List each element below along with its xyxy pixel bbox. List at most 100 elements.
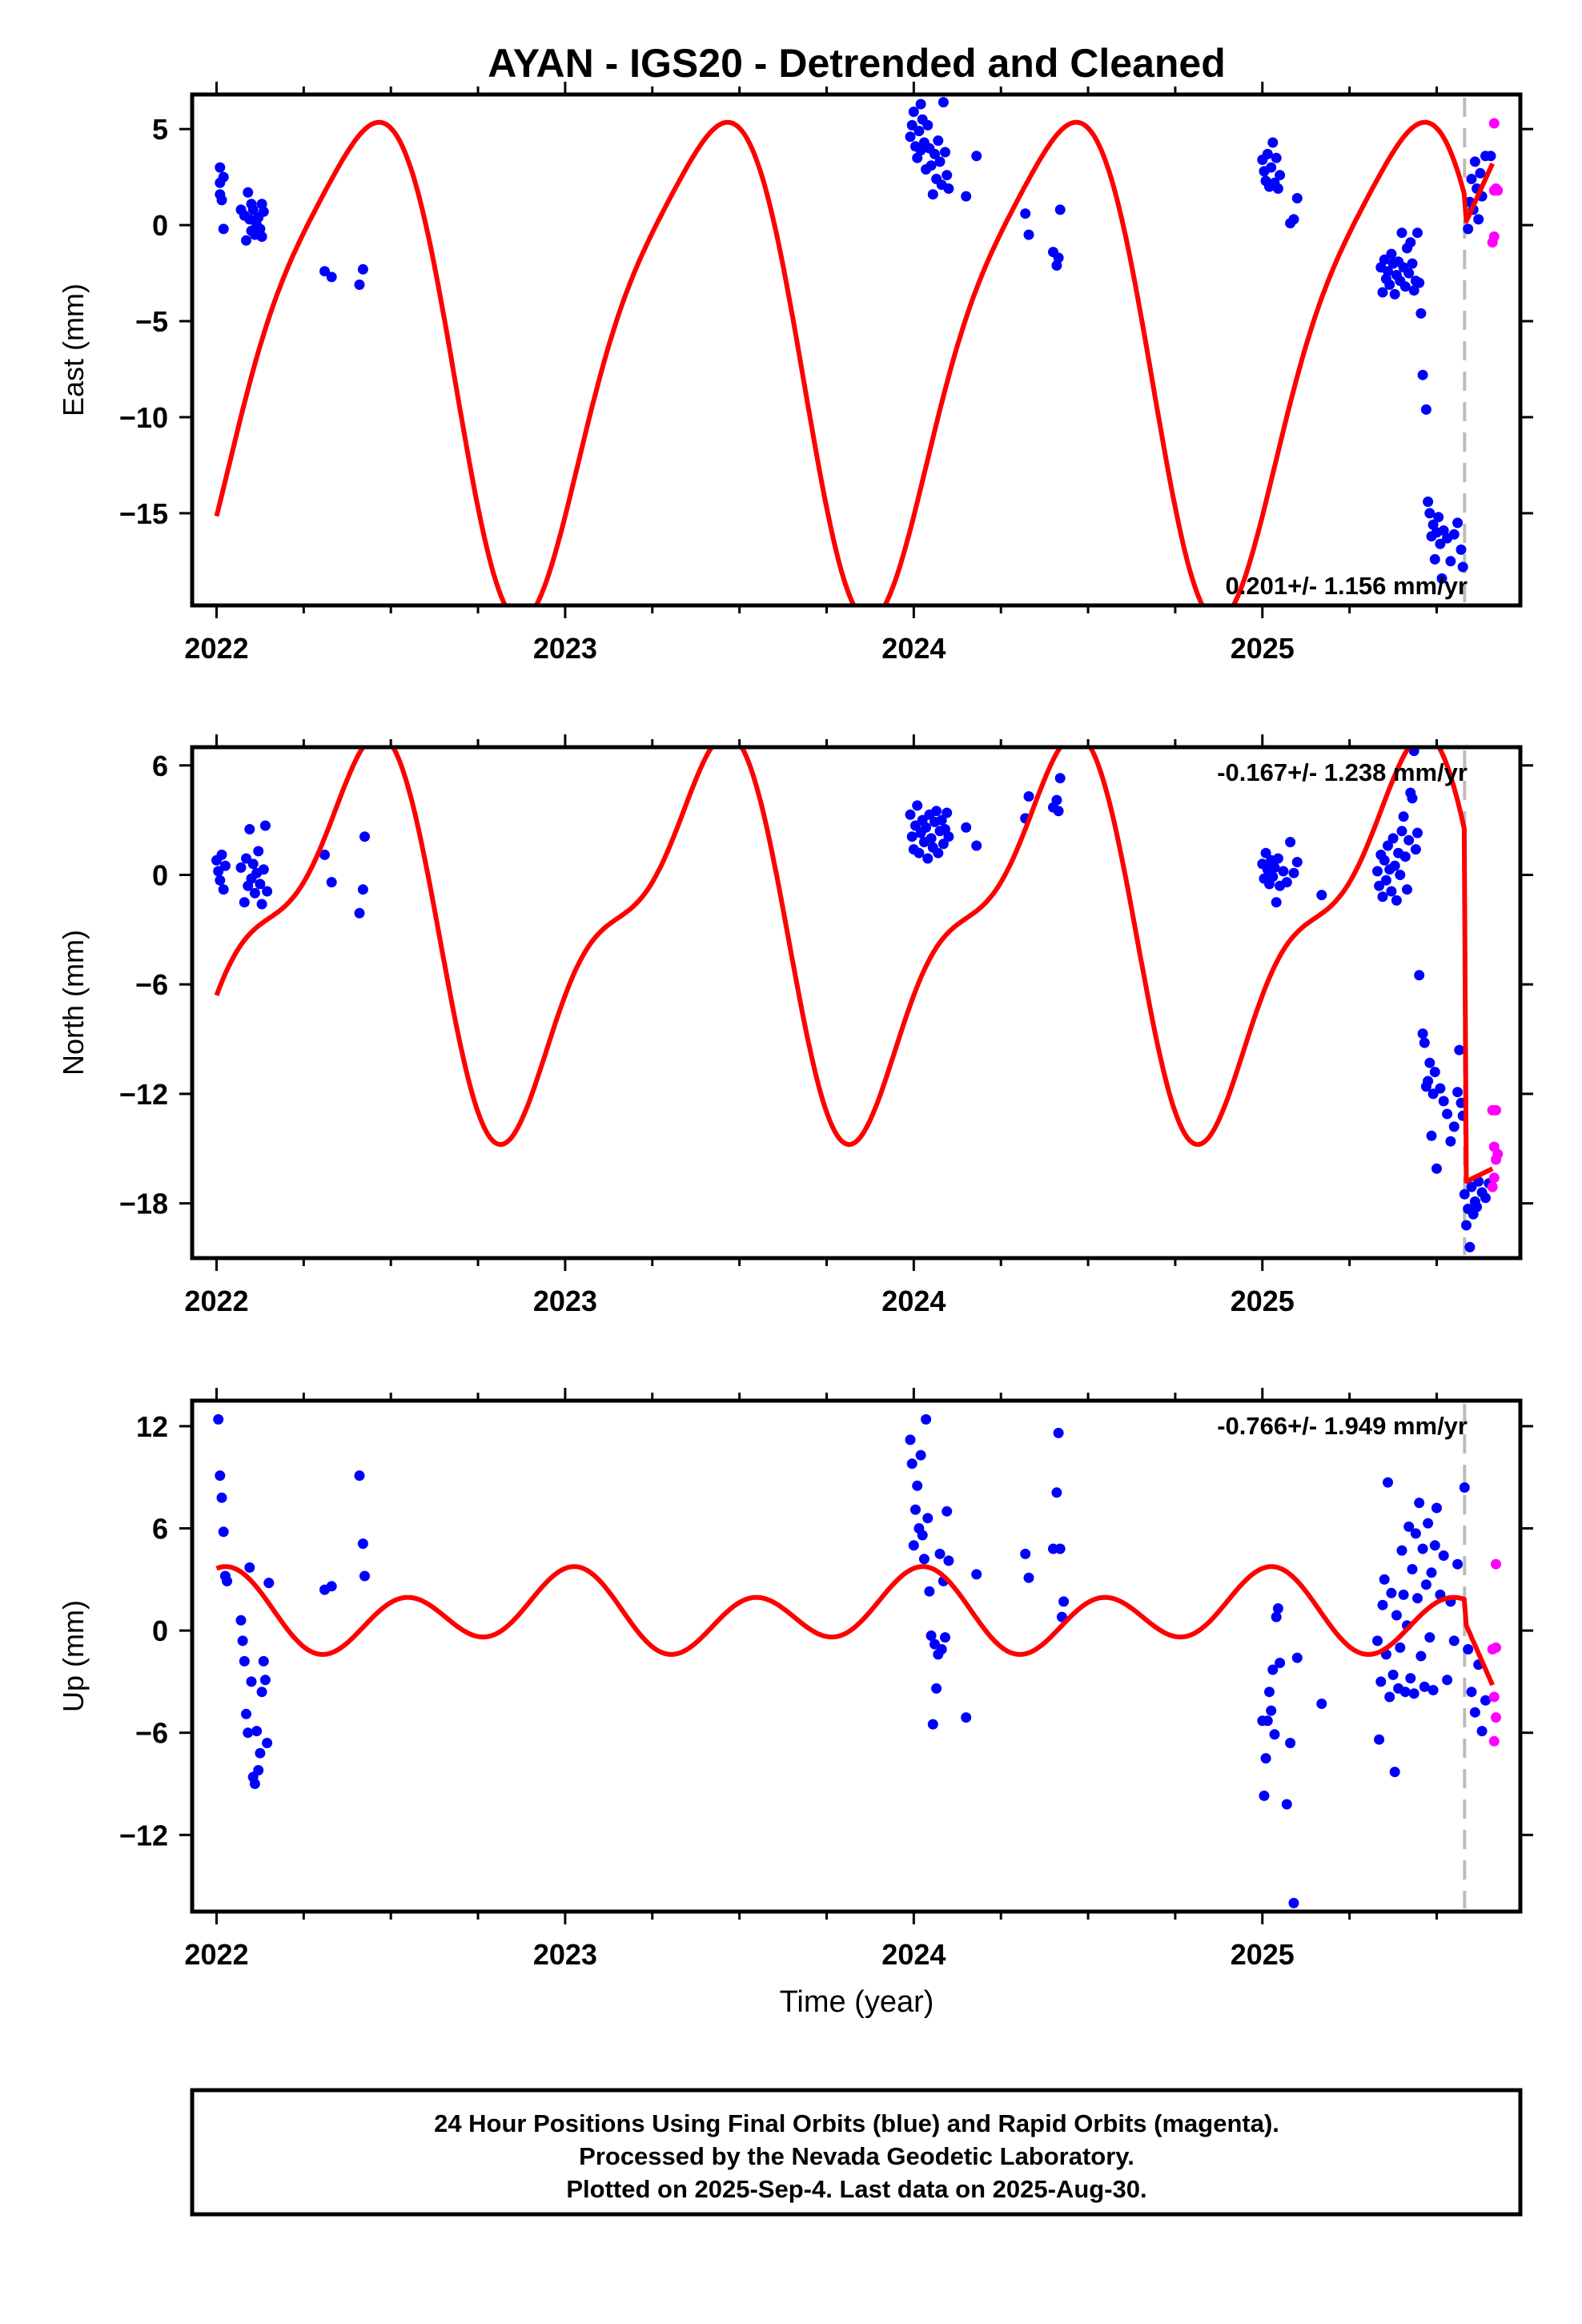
up-final-point [262,1738,273,1748]
up-final-point [1259,1790,1270,1801]
east-final-point [218,171,229,183]
up-final-point [1260,1753,1271,1764]
north-final-point [262,886,273,897]
up-final-point [918,1554,930,1565]
east-xtick-label: 2022 [184,632,248,665]
east-final-point [1403,267,1415,279]
north-final-point [1396,826,1407,837]
east-xtick-label: 2024 [881,632,946,665]
up-final-point [1396,1545,1407,1556]
up-final-point [936,1644,947,1655]
up-final-point [1262,1715,1273,1727]
up-ytick-label: 0 [152,1614,168,1647]
up-final-point [1291,1652,1303,1663]
north-final-point [922,853,934,864]
north-final-point [931,806,942,817]
north-final-point [1423,1076,1434,1087]
up-final-point [1389,1767,1400,1778]
up-final-point [215,1470,226,1482]
north-final-point [1435,1083,1446,1094]
east-final-point [1389,288,1400,300]
east-final-point [938,97,949,108]
north-final-point [1391,895,1402,906]
north-final-point [933,847,944,858]
east-final-point [922,119,934,131]
east-ytick-label: −5 [135,305,168,338]
east-final-point [357,263,368,275]
north-final-point [1054,773,1066,784]
up-panel: 12 6 0 −6 −12 2022 2023 2024 2025 Up (mm) -0.766+/… [57,1388,1533,1971]
up-ytick-label: 12 [136,1410,168,1443]
east-final-point [908,107,919,118]
north-final-point [247,858,259,870]
up-final-point [1427,1685,1439,1695]
north-panel: 6 0 −6 −12 −18 2022 2023 2024 2025 North (mm) -0.1… [57,734,1533,1317]
east-ytick-label: −10 [119,401,168,434]
north-final-point [971,840,982,851]
east-xtick-label: 2025 [1231,632,1295,665]
east-final-point [1386,248,1397,259]
north-final-point [213,866,224,877]
up-rate-label: -0.766+/- 1.949 mm/yr [1217,1412,1468,1440]
up-final-point [1405,1673,1416,1684]
up-final-point [1267,1664,1279,1675]
north-xtick-label: 2025 [1231,1285,1295,1317]
north-final-point [1383,840,1393,851]
north-final-point [1410,844,1421,855]
up-final-point [1438,1550,1449,1561]
east-final-point [1383,266,1393,277]
up-final-point [1054,1543,1066,1554]
up-final-point [213,1413,224,1425]
east-final-point [942,170,953,181]
east-final-point [1423,497,1434,507]
caption-line-1: 24 Hour Positions Using Final Orbits (bl… [434,2109,1279,2137]
up-final-point [249,1779,260,1789]
up-final-point [912,1480,923,1491]
east-final-point [1291,193,1303,203]
up-final-point [1429,1540,1440,1551]
up-final-point [1053,1427,1064,1438]
north-ytick-label: 6 [152,750,168,782]
east-final-point [1469,156,1480,167]
up-final-point [237,1635,248,1647]
east-final-point [1405,237,1416,248]
north-final-point [1288,867,1299,879]
north-final-point [1285,837,1296,847]
east-ytick-label: 5 [152,113,168,146]
up-final-point [359,1570,370,1582]
east-final-point [930,148,940,159]
up-final-point [1426,1567,1437,1578]
east-final-point [1415,308,1427,319]
east-final-point [913,126,925,137]
up-final-point [942,1506,953,1517]
east-final-point [1433,512,1444,523]
north-final-point [1408,747,1419,757]
east-final-point [1377,287,1388,298]
north-final-point [1379,854,1390,866]
north-final-point [910,820,921,831]
up-final-point [1466,1687,1477,1698]
up-final-point [222,1575,232,1586]
north-final-point [1452,1087,1464,1098]
up-final-point [246,1676,257,1687]
east-final-point [1452,517,1464,529]
north-final-point [1424,1057,1435,1068]
east-final-point [1267,137,1279,148]
east-final-point [1407,258,1418,269]
up-final-point [922,1513,934,1524]
up-final-point [1448,1635,1460,1647]
east-final-point [1275,170,1286,181]
up-final-point [961,1712,972,1723]
east-final-point [218,223,229,235]
north-final-point [1412,827,1423,838]
north-model-curve [214,747,1494,1184]
east-final-point [1466,174,1477,184]
north-final-point [244,824,255,834]
east-final-point [971,151,982,162]
north-final-point [913,847,925,858]
north-xtick-label: 2023 [533,1285,597,1317]
north-final-point [1260,847,1271,858]
north-final-point [1395,870,1406,880]
up-final-point [905,1434,916,1445]
